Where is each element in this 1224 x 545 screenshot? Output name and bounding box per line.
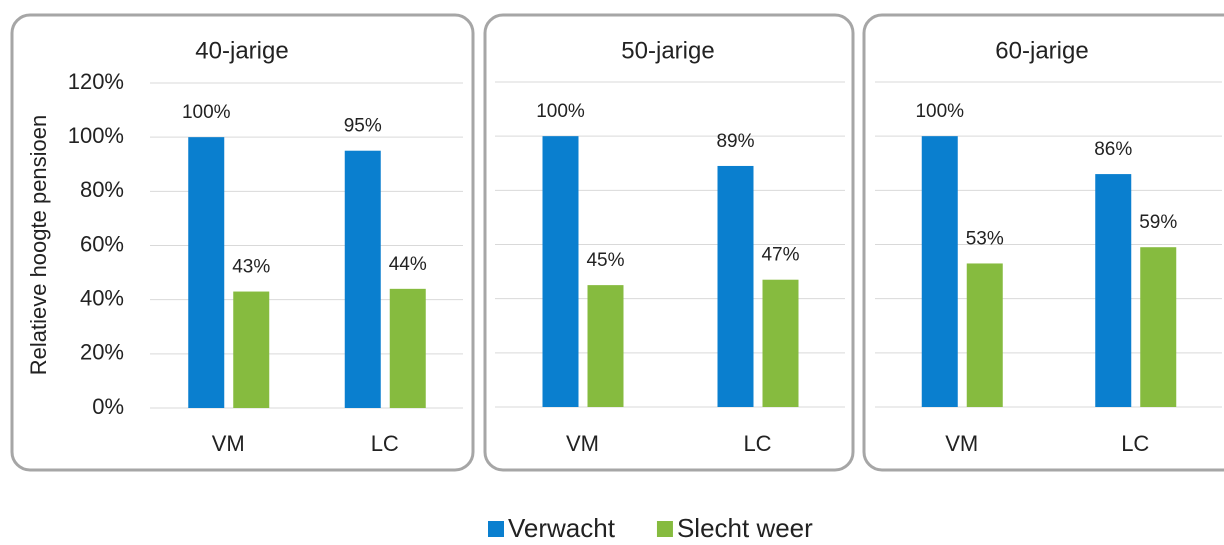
y-axis-label: Relatieve hoogte pensioen xyxy=(26,115,51,376)
legend-label: Verwacht xyxy=(508,513,616,543)
x-tick-label: LC xyxy=(1121,431,1149,456)
bar xyxy=(188,137,225,408)
data-label: 100% xyxy=(182,102,231,123)
panel-title: 50-jarige xyxy=(621,37,714,64)
bar xyxy=(717,165,754,407)
y-tick-label: 40% xyxy=(80,285,124,310)
panel-title: 40-jarige xyxy=(195,37,288,64)
legend-swatch xyxy=(656,521,673,537)
x-tick-label: LC xyxy=(371,431,399,456)
bar xyxy=(921,136,958,407)
legend-swatch xyxy=(488,521,504,537)
x-tick-label: VM xyxy=(945,431,978,456)
data-label: 47% xyxy=(761,245,799,266)
data-label: 43% xyxy=(232,257,270,278)
y-tick-label: 80% xyxy=(80,177,124,202)
bar xyxy=(389,288,426,408)
data-label: 44% xyxy=(389,254,427,275)
panel-frame xyxy=(483,13,855,472)
x-tick-label: LC xyxy=(743,431,771,456)
y-tick-label: 120% xyxy=(68,69,124,94)
data-label: 100% xyxy=(915,101,964,122)
data-label: 59% xyxy=(1139,212,1177,233)
x-tick-label: VM xyxy=(212,431,245,456)
legend-label: Slecht weer xyxy=(677,513,813,543)
data-label: 86% xyxy=(1094,139,1132,160)
bar xyxy=(1095,174,1132,407)
y-tick-label: 60% xyxy=(80,231,124,256)
data-label: 45% xyxy=(586,250,624,271)
bar xyxy=(233,291,270,408)
data-label: 95% xyxy=(344,116,382,137)
y-tick-label: 100% xyxy=(68,123,124,148)
bar xyxy=(587,285,624,407)
panel-frame xyxy=(862,13,1224,472)
data-label: 89% xyxy=(716,131,754,152)
x-tick-label: VM xyxy=(566,431,599,456)
bar xyxy=(344,150,381,409)
data-label: 53% xyxy=(966,228,1004,249)
y-tick-label: 0% xyxy=(92,394,124,419)
data-label: 100% xyxy=(536,101,585,122)
bar xyxy=(1140,247,1177,407)
bar xyxy=(966,263,1003,407)
bar xyxy=(762,279,799,407)
bar xyxy=(542,136,579,407)
y-tick-label: 20% xyxy=(80,340,124,365)
panel-frame xyxy=(10,13,475,472)
panel-title: 60-jarige xyxy=(995,37,1088,64)
